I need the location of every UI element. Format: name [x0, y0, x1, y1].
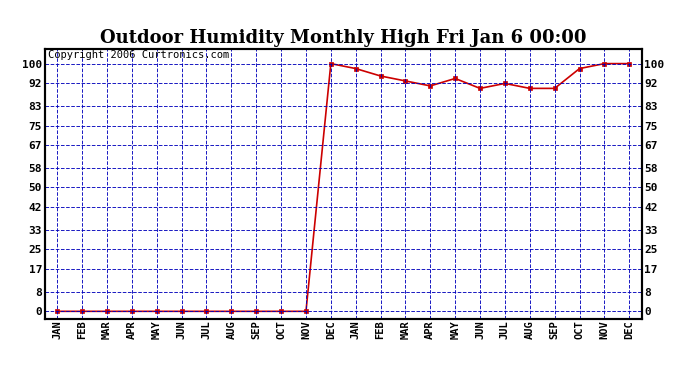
Text: Copyright 2006 Curtronics.com: Copyright 2006 Curtronics.com — [48, 50, 229, 60]
Title: Outdoor Humidity Monthly High Fri Jan 6 00:00: Outdoor Humidity Monthly High Fri Jan 6 … — [100, 29, 586, 47]
